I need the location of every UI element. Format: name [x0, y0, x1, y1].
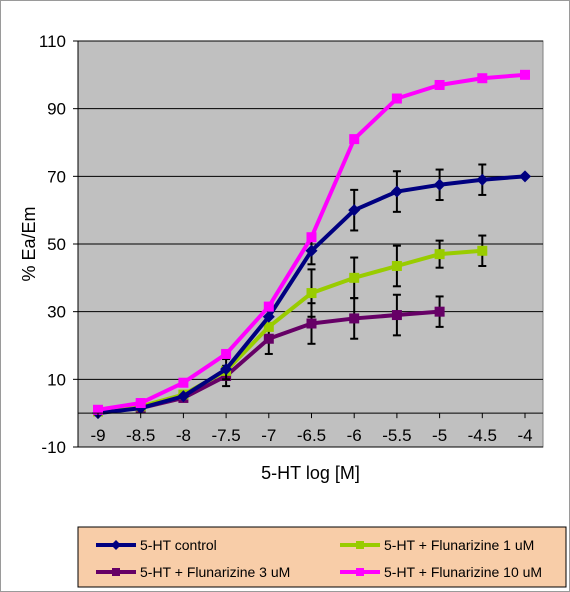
y-tick-label: 30 — [47, 303, 66, 322]
data-point — [349, 272, 360, 283]
x-tick-label: -4 — [517, 426, 532, 445]
x-tick-label: -9 — [90, 426, 105, 445]
legend-swatch-marker — [356, 568, 364, 576]
data-point — [391, 93, 402, 104]
legend-entry-3: 5-HT + Flunarizine 10 uM — [340, 564, 542, 580]
data-point — [391, 260, 402, 271]
legend-entry-2: 5-HT + Flunarizine 3 uM — [96, 564, 290, 580]
y-tick-label: 110 — [39, 32, 66, 51]
legend: 5-HT control 5-HT + Flunarizine 1 uM 5-HT … — [77, 526, 567, 588]
data-point — [263, 301, 274, 312]
data-point — [306, 232, 317, 243]
data-point — [221, 348, 232, 359]
x-tick-label: -5 — [432, 426, 447, 445]
series-3 — [93, 69, 530, 415]
data-point — [349, 313, 360, 324]
data-point — [306, 318, 317, 329]
legend-entry-1: 5-HT + Flunarizine 1 uM — [340, 537, 534, 553]
x-tick-label: -7.5 — [211, 426, 240, 445]
legend-label: 5-HT + Flunarizine 10 uM — [384, 564, 542, 580]
legend-label: 5-HT + Flunarizine 3 uM — [140, 564, 290, 580]
data-point — [177, 390, 190, 403]
legend-box — [77, 526, 567, 588]
data-point — [390, 185, 403, 198]
x-tick-label: -8.5 — [126, 426, 155, 445]
x-tick-label: -5.5 — [382, 426, 411, 445]
data-point — [348, 204, 361, 217]
y-tick-label: -10 — [41, 438, 66, 457]
data-point — [476, 173, 489, 186]
legend-swatch-marker — [356, 541, 364, 549]
legend-entry-0: 5-HT control — [96, 537, 217, 553]
legend-swatch-marker — [111, 540, 121, 550]
data-point — [262, 310, 275, 323]
data-point — [135, 398, 146, 409]
data-point — [263, 321, 274, 332]
gridlines — [78, 40, 543, 448]
x-axis-label: 5-HT log [M] — [261, 463, 360, 483]
y-tick-label: 10 — [47, 370, 66, 389]
x-tick-label: -7 — [261, 426, 276, 445]
data-point — [434, 306, 445, 317]
data-point — [220, 363, 233, 376]
data-point — [433, 178, 446, 191]
x-tick-label: -6.5 — [297, 426, 326, 445]
data-point — [434, 249, 445, 260]
data-point — [477, 245, 488, 256]
y-tick-label: 90 — [47, 100, 66, 119]
data-point — [178, 377, 189, 388]
data-point — [93, 404, 103, 415]
data-point — [477, 73, 488, 84]
series-0 — [92, 163, 531, 420]
data-point — [306, 288, 317, 299]
legend-label: 5-HT + Flunarizine 1 uM — [384, 537, 534, 553]
legend-label: 5-HT control — [140, 537, 217, 553]
series-layer — [92, 69, 531, 420]
legend-swatch-marker — [112, 568, 120, 576]
x-tick-label: -6 — [347, 426, 362, 445]
data-point — [263, 333, 274, 344]
tick-labels: -10 10 30 50 70 90 110 -9 -8.5 -8 -7.5 -7 -6.5 -6 -5.5… — [39, 32, 533, 457]
data-point — [349, 134, 360, 145]
data-point — [391, 310, 402, 321]
y-axis-label: % Ea/Em — [19, 206, 39, 281]
x-tick-label: -4.5 — [468, 426, 497, 445]
y-tick-label: 70 — [47, 167, 66, 186]
x-tick-label: -8 — [176, 426, 191, 445]
data-point — [434, 79, 445, 90]
data-point — [305, 244, 318, 257]
y-tick-label: 50 — [47, 235, 66, 254]
data-point — [520, 69, 530, 80]
data-point — [519, 170, 531, 183]
